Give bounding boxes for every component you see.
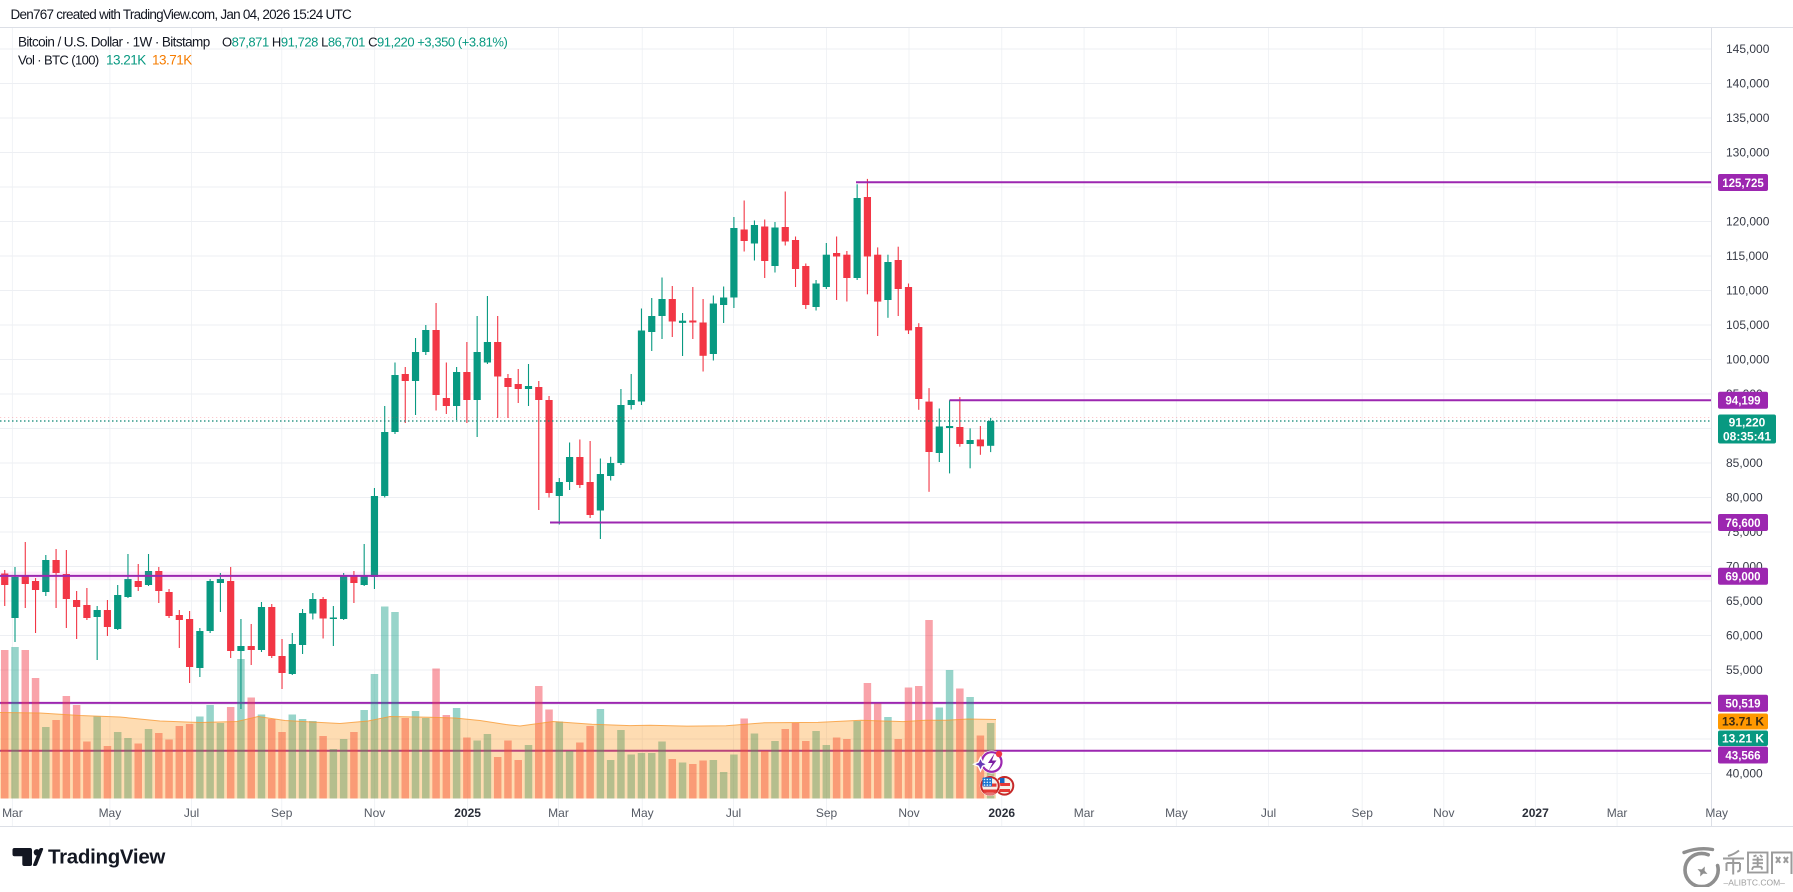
svg-text:69,000: 69,000 bbox=[1725, 572, 1760, 584]
svg-text:140,000: 140,000 bbox=[1726, 77, 1770, 91]
svg-text:Jul: Jul bbox=[726, 806, 741, 820]
svg-text:91,220: 91,220 bbox=[1729, 415, 1766, 429]
svg-text:Sep: Sep bbox=[816, 806, 838, 820]
svg-text:Jul: Jul bbox=[1261, 806, 1276, 820]
svg-text:Mar: Mar bbox=[1074, 806, 1095, 820]
svg-text:Sep: Sep bbox=[1352, 806, 1374, 820]
svg-text:Nov: Nov bbox=[1433, 806, 1454, 820]
svg-text:135,000: 135,000 bbox=[1726, 111, 1770, 125]
svg-text:94,199: 94,199 bbox=[1725, 396, 1760, 408]
svg-text:08:35:41: 08:35:41 bbox=[1723, 429, 1771, 443]
svg-text:55,000: 55,000 bbox=[1726, 663, 1763, 677]
svg-text:Mar: Mar bbox=[2, 806, 23, 820]
svg-text:76,600: 76,600 bbox=[1725, 518, 1760, 530]
svg-text:125,725: 125,725 bbox=[1722, 178, 1764, 190]
svg-text:60,000: 60,000 bbox=[1726, 629, 1763, 643]
svg-text:115,000: 115,000 bbox=[1726, 249, 1769, 263]
svg-text:Sep: Sep bbox=[271, 806, 293, 820]
svg-text:13.21 K: 13.21 K bbox=[1722, 732, 1764, 746]
svg-text:May: May bbox=[631, 806, 654, 820]
svg-text:13.71K: 13.71K bbox=[152, 53, 192, 68]
svg-text:Bitcoin / U.S. Dollar · 1W · B: Bitcoin / U.S. Dollar · 1W · Bitstamp bbox=[18, 35, 210, 50]
svg-text:40,000: 40,000 bbox=[1726, 767, 1763, 781]
svg-text:TradingView: TradingView bbox=[48, 846, 165, 869]
svg-text:85,000: 85,000 bbox=[1726, 456, 1763, 470]
svg-text:Vol · BTC (100): Vol · BTC (100) bbox=[18, 53, 99, 68]
svg-text:Jul: Jul bbox=[184, 806, 199, 820]
svg-text:65,000: 65,000 bbox=[1726, 594, 1763, 608]
svg-text:100,000: 100,000 bbox=[1726, 353, 1770, 367]
svg-text:105,000: 105,000 bbox=[1726, 318, 1770, 332]
svg-text:Den767 created with TradingVie: Den767 created with TradingView.com, Jan… bbox=[11, 7, 352, 22]
svg-text:May: May bbox=[99, 806, 122, 820]
svg-text:13.21K: 13.21K bbox=[106, 53, 146, 68]
svg-text:50,519: 50,519 bbox=[1725, 699, 1760, 711]
svg-text:145,000: 145,000 bbox=[1726, 42, 1770, 56]
svg-text:110,000: 110,000 bbox=[1726, 284, 1769, 298]
svg-text:2026: 2026 bbox=[988, 806, 1015, 820]
svg-text:43,566: 43,566 bbox=[1725, 750, 1760, 762]
svg-text:May: May bbox=[1165, 806, 1188, 820]
svg-text:Mar: Mar bbox=[548, 806, 569, 820]
svg-text:80,000: 80,000 bbox=[1726, 491, 1763, 505]
svg-text:13.71 K: 13.71 K bbox=[1722, 715, 1764, 729]
svg-text:Nov: Nov bbox=[364, 806, 385, 820]
svg-text:130,000: 130,000 bbox=[1726, 146, 1770, 160]
svg-text:120,000: 120,000 bbox=[1726, 215, 1770, 229]
svg-text:–ALIBTC.COM–: –ALIBTC.COM– bbox=[1724, 878, 1786, 888]
svg-text:Nov: Nov bbox=[898, 806, 919, 820]
svg-text:O87,871 H91,728 L86,701 C91,22: O87,871 H91,728 L86,701 C91,220 +3,350 (… bbox=[222, 35, 507, 50]
svg-text:2027: 2027 bbox=[1522, 806, 1549, 820]
svg-text:2025: 2025 bbox=[454, 806, 481, 820]
svg-text:Mar: Mar bbox=[1607, 806, 1628, 820]
svg-text:May: May bbox=[1705, 806, 1728, 820]
